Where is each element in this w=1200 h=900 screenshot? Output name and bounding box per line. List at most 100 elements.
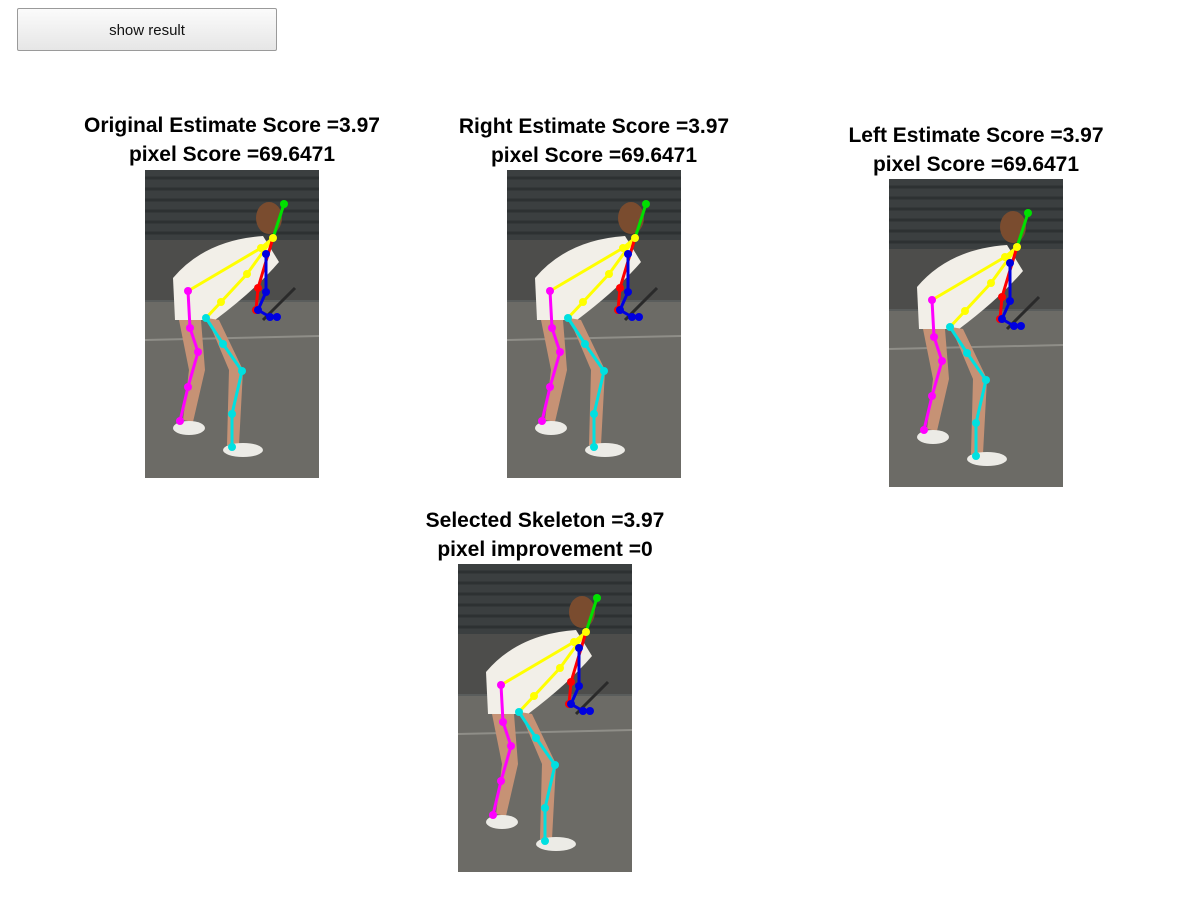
leg-bone xyxy=(932,335,944,363)
show-result-button[interactable]: show result xyxy=(17,8,277,51)
leg-bone xyxy=(566,316,587,346)
leg-bone xyxy=(534,736,557,767)
skeleton-joint xyxy=(616,306,624,314)
skeleton-joint xyxy=(184,287,192,295)
skeleton-joint xyxy=(982,376,990,384)
skeleton-joint xyxy=(579,707,587,715)
selected-pixel-improvement-label: pixel improvement =0 xyxy=(437,538,653,561)
skeleton-joint xyxy=(530,692,538,700)
skeleton-joint xyxy=(228,443,236,451)
leg-bone xyxy=(922,394,934,432)
leg-bone xyxy=(188,326,200,354)
court-line xyxy=(458,729,632,735)
leg-bone xyxy=(204,316,225,346)
skeleton-joint xyxy=(590,443,598,451)
leg-bone xyxy=(583,342,606,373)
skeleton-joint xyxy=(541,837,549,845)
arm-bone xyxy=(989,245,1019,285)
skeleton-joint xyxy=(176,417,184,425)
stands-area xyxy=(507,170,681,240)
skeleton-joint xyxy=(228,410,236,418)
skeleton-joint xyxy=(972,419,980,427)
torso-bone xyxy=(499,640,576,687)
skeleton-joint xyxy=(579,298,587,306)
skeleton-joint xyxy=(186,324,194,332)
arm-bone xyxy=(581,272,611,304)
skeleton-joint xyxy=(963,349,971,357)
stands-area xyxy=(458,564,632,634)
leg-bone xyxy=(550,326,562,354)
leg-bone xyxy=(221,342,244,373)
skeleton-joint xyxy=(628,313,636,321)
skeleton-joint xyxy=(497,777,505,785)
torso-bone xyxy=(186,246,263,293)
skeleton-joint xyxy=(280,200,288,208)
player-shirt xyxy=(917,245,1023,329)
right-estimate-score-label: Right Estimate Score =3.97 xyxy=(458,115,730,138)
arm-bone xyxy=(532,666,562,698)
leg-bone xyxy=(930,359,944,398)
head-bone xyxy=(1015,211,1030,249)
selected-skeleton-score-label: Selected Skeleton =3.97 xyxy=(425,509,665,532)
skeleton-joint xyxy=(507,742,515,750)
skeleton-joint xyxy=(619,244,627,252)
right-panel-title: Right Estimate Score =3.97 pixel Score =… xyxy=(424,112,764,170)
arm-bone xyxy=(607,236,637,276)
court-line xyxy=(889,344,1063,350)
skeleton-joint xyxy=(1010,322,1018,330)
skeleton-joint xyxy=(532,734,540,742)
left-pixel-score-label: pixel Score =69.6471 xyxy=(872,153,1080,176)
leg-bone xyxy=(501,720,513,748)
skeleton-joint xyxy=(928,296,936,304)
skeleton-joint xyxy=(593,594,601,602)
skeleton-joint xyxy=(920,426,928,434)
skeleton-joint xyxy=(946,323,954,331)
skeleton-joint xyxy=(928,392,936,400)
leg-bone xyxy=(548,289,554,330)
skeleton-joint xyxy=(238,367,246,375)
skeleton-joint xyxy=(556,348,564,356)
skeleton-joint xyxy=(600,367,608,375)
skeleton-joint xyxy=(570,638,578,646)
skeleton-joint xyxy=(254,306,262,314)
skeleton-joint xyxy=(551,761,559,769)
right-pixel-score-label: pixel Score =69.6471 xyxy=(490,144,698,167)
skeleton-joint xyxy=(642,200,650,208)
skeleton-joint xyxy=(631,234,639,242)
photo-canvas xyxy=(458,564,632,872)
leg-bone xyxy=(548,350,562,389)
skeleton-joint xyxy=(590,410,598,418)
leg-bone xyxy=(178,385,190,423)
skeleton-joint xyxy=(998,293,1006,301)
skeleton-joint xyxy=(489,811,497,819)
arm-bone xyxy=(963,281,993,313)
skeleton-joint xyxy=(546,383,554,391)
skeleton-joint xyxy=(266,313,274,321)
photo-canvas xyxy=(889,179,1063,487)
leg-bone xyxy=(948,325,969,355)
skeleton-joint xyxy=(582,628,590,636)
skeleton-joint xyxy=(257,244,265,252)
skeleton-joint xyxy=(1013,243,1021,251)
arm-bone xyxy=(558,630,588,670)
stands-area xyxy=(145,170,319,240)
leg-bone xyxy=(540,385,552,423)
skeleton-joint xyxy=(998,315,1006,323)
skeleton-joint xyxy=(194,348,202,356)
torso-bone xyxy=(930,255,1007,302)
skeleton-joint xyxy=(586,707,594,715)
skeleton-joint xyxy=(575,644,583,652)
photo-canvas xyxy=(145,170,319,478)
skeleton-joint xyxy=(497,681,505,689)
leg-bone xyxy=(517,710,538,740)
skeleton-joint xyxy=(972,452,980,460)
leg-bone xyxy=(491,779,503,817)
skeleton-joint xyxy=(961,307,969,315)
original-pixel-score-label: pixel Score =69.6471 xyxy=(128,143,336,166)
player-shirt xyxy=(535,236,641,320)
skeleton-joint xyxy=(202,314,210,322)
skeleton-joint xyxy=(564,314,572,322)
photo-canvas xyxy=(507,170,681,478)
player-shirt xyxy=(173,236,279,320)
torso-bone xyxy=(548,246,625,293)
